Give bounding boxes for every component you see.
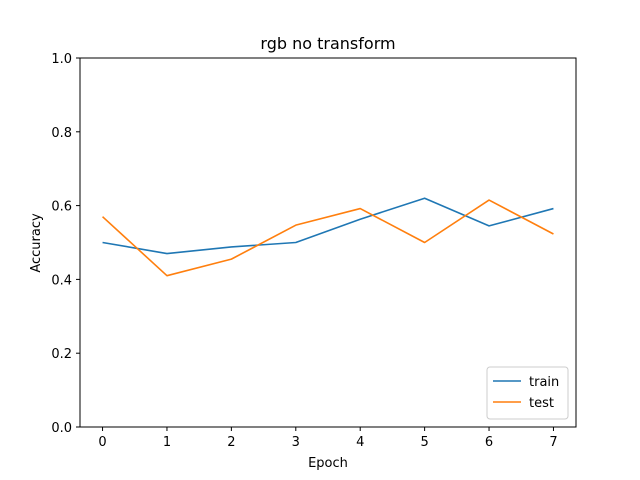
legend-label-test: test	[529, 396, 554, 411]
y-tick-label: 1.0	[51, 52, 72, 67]
x-tick-label: 5	[420, 435, 428, 450]
axis-ticks: 0 1 2 3 4 5 6 7 0.0 0.2 0.4 0.6 0.8 1.0	[51, 52, 557, 450]
y-tick-label: 0.6	[51, 200, 72, 215]
legend: train test	[486, 366, 569, 420]
plot-area	[102, 197, 554, 277]
y-tick-label: 0.2	[51, 347, 72, 362]
chart-title: rgb no transform	[260, 34, 395, 53]
y-tick-label: 0.0	[51, 421, 72, 436]
x-tick-label: 2	[227, 435, 235, 450]
x-tick-label: 3	[292, 435, 300, 450]
axes-frame	[79, 57, 577, 428]
series-line-test	[102, 199, 554, 277]
x-tick-label: 4	[356, 435, 364, 450]
x-axis-title: Epoch	[308, 456, 348, 471]
legend-box	[486, 366, 569, 420]
x-tick-label: 7	[549, 435, 557, 450]
x-tick-label: 1	[163, 435, 171, 450]
x-tick-label: 6	[485, 435, 493, 450]
legend-label-train: train	[529, 375, 559, 390]
y-axis-title: Accuracy	[29, 213, 44, 273]
y-tick-label: 0.8	[51, 126, 72, 141]
y-tick-label: 0.4	[51, 273, 72, 288]
series-line-train	[102, 197, 554, 255]
x-tick-label: 0	[98, 435, 106, 450]
